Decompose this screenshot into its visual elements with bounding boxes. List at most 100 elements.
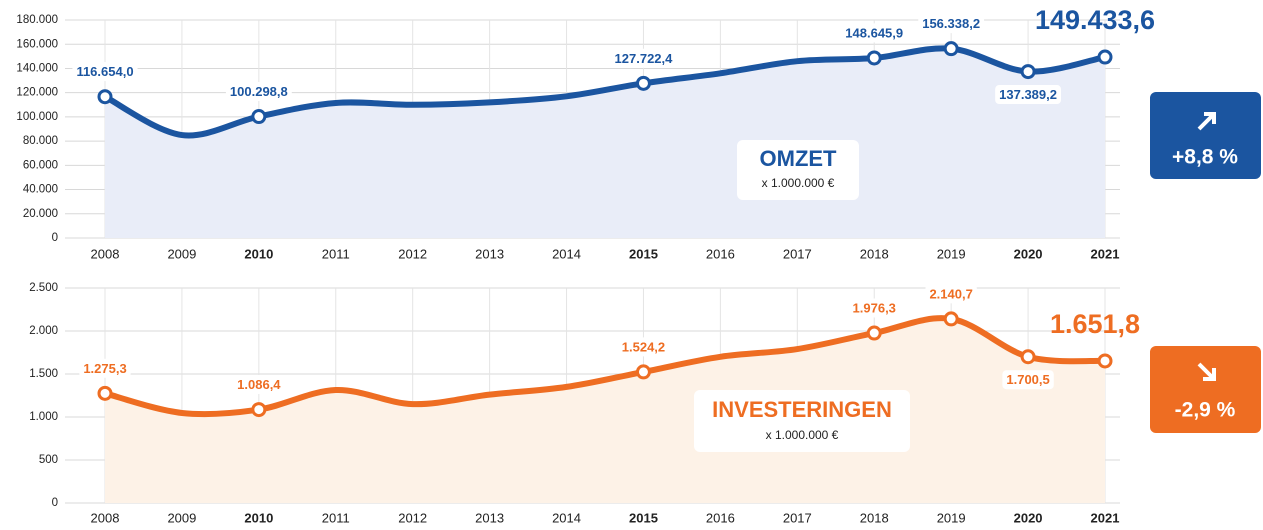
value-label-bg xyxy=(225,81,292,101)
y-tick-label: 0 xyxy=(52,232,58,244)
x-tick-label: 2013 xyxy=(475,246,504,261)
y-tick-label: 1.500 xyxy=(29,368,58,380)
value-label: 2.140,7 xyxy=(929,286,972,301)
value-label-bg xyxy=(79,358,131,378)
y-tick-label: 40.000 xyxy=(23,184,58,196)
point-marker xyxy=(635,364,651,380)
point-marker xyxy=(943,41,959,57)
point-marker xyxy=(1020,64,1036,80)
x-tick-label: 2020 xyxy=(1014,246,1043,261)
value-label: 1.976,3 xyxy=(853,300,896,315)
y-tick-label: 500 xyxy=(39,454,58,466)
value-label: 127.722,4 xyxy=(615,51,674,66)
x-tick-label: 2021 xyxy=(1091,510,1120,525)
value-label: 1.651,8 xyxy=(1050,309,1140,339)
x-tick-label: 2020 xyxy=(1014,510,1043,525)
x-tick-label: 2009 xyxy=(167,246,196,261)
point-marker xyxy=(251,109,267,125)
value-label-bg xyxy=(841,23,908,43)
x-tick-label: 2008 xyxy=(91,246,120,261)
annotation-label: OMZET xyxy=(760,146,838,171)
point-marker xyxy=(1020,349,1036,365)
x-tick-label: 2017 xyxy=(783,246,812,261)
badge xyxy=(1150,346,1261,433)
value-label: 137.389,2 xyxy=(999,87,1057,102)
value-label-bg xyxy=(72,62,138,82)
annotation-label: INVESTERINGEN xyxy=(712,397,892,422)
y-tick-label: 1.000 xyxy=(29,411,58,423)
y-tick-label: 2.000 xyxy=(29,325,58,337)
point-marker xyxy=(943,311,959,327)
label-box xyxy=(694,390,910,452)
x-tick-label: 2015 xyxy=(629,510,658,525)
x-tick-label: 2010 xyxy=(244,510,273,525)
badge-change: -2,9 % xyxy=(1175,399,1236,422)
y-tick-label: 140.000 xyxy=(16,62,58,74)
value-label: 116.654,0 xyxy=(76,64,133,79)
y-tick-label: 100.000 xyxy=(16,111,58,123)
x-tick-label: 2014 xyxy=(552,246,581,261)
annotation-unit: x 1.000.000 € xyxy=(762,176,835,190)
y-tick-label: 2.500 xyxy=(29,282,58,294)
area xyxy=(105,318,1105,503)
label-box xyxy=(737,140,859,200)
x-tick-label: 2016 xyxy=(706,246,735,261)
badge-change: +8,8 % xyxy=(1172,146,1238,169)
point-marker xyxy=(635,75,651,91)
value-label: 1.086,4 xyxy=(237,377,281,392)
y-tick-label: 120.000 xyxy=(16,87,58,99)
investeringen-label-box: INVESTERINGEN x 1.000.000 € xyxy=(694,390,910,452)
badge xyxy=(1150,92,1261,179)
y-tick-label: 80.000 xyxy=(23,135,58,147)
x-tick-label: 2021 xyxy=(1091,246,1120,261)
point-marker xyxy=(1097,49,1113,65)
point-marker xyxy=(97,89,113,105)
value-label: 1.700,5 xyxy=(1006,372,1049,387)
value-label: 1.524,2 xyxy=(622,339,665,354)
x-tick-label: 2011 xyxy=(322,246,350,261)
value-label-bg xyxy=(610,48,678,68)
x-tick-label: 2018 xyxy=(860,246,889,261)
point-marker xyxy=(97,385,113,401)
x-tick-label: 2012 xyxy=(398,510,427,525)
value-label-bg xyxy=(617,337,670,357)
value-label: 148.645,9 xyxy=(845,25,903,40)
x-tick-label: 2016 xyxy=(706,510,735,525)
x-tick-label: 2011 xyxy=(322,510,350,525)
x-tick-label: 2019 xyxy=(937,246,966,261)
y-tick-label: 0 xyxy=(52,497,58,509)
investeringen-badge: -2,9 % xyxy=(1150,346,1261,433)
value-label: 1.275,3 xyxy=(83,361,126,376)
omzet-badge: +8,8 % xyxy=(1150,92,1261,179)
value-label: 100.298,8 xyxy=(230,84,288,99)
x-tick-label: 2013 xyxy=(475,510,504,525)
plot-layer: 0 20.000 40.000 60.000 80.000 100.000 120.000 1… xyxy=(16,14,1120,525)
x-tick-label: 2012 xyxy=(398,246,427,261)
value-label-bg xyxy=(233,375,286,395)
value-label: 156.338,2 xyxy=(922,16,980,31)
point-marker xyxy=(251,402,267,418)
annotation-unit: x 1.000.000 € xyxy=(766,428,839,442)
y-tick-label: 160.000 xyxy=(16,38,58,50)
point-marker xyxy=(1097,353,1113,369)
arrow-up-icon xyxy=(1197,112,1216,131)
value-label-bg xyxy=(925,284,977,304)
value-label-bg xyxy=(918,14,985,34)
x-tick-label: 2008 xyxy=(91,510,120,525)
x-tick-label: 2015 xyxy=(629,246,658,261)
value-label-bg xyxy=(995,85,1061,105)
x-tick-label: 2009 xyxy=(167,510,196,525)
point-marker xyxy=(866,50,882,66)
x-tick-label: 2018 xyxy=(860,510,889,525)
value-label-bg xyxy=(1002,370,1054,390)
omzet-label-box: OMZET x 1.000.000 € xyxy=(737,140,859,200)
area xyxy=(105,48,1105,239)
y-tick-label: 180.000 xyxy=(16,14,58,26)
point-marker xyxy=(866,325,882,341)
value-label: 149.433,6 xyxy=(1035,5,1155,35)
y-tick-label: 20.000 xyxy=(23,208,58,220)
arrow-down-icon xyxy=(1197,362,1216,381)
x-tick-label: 2019 xyxy=(937,510,966,525)
x-tick-label: 2014 xyxy=(552,510,581,525)
